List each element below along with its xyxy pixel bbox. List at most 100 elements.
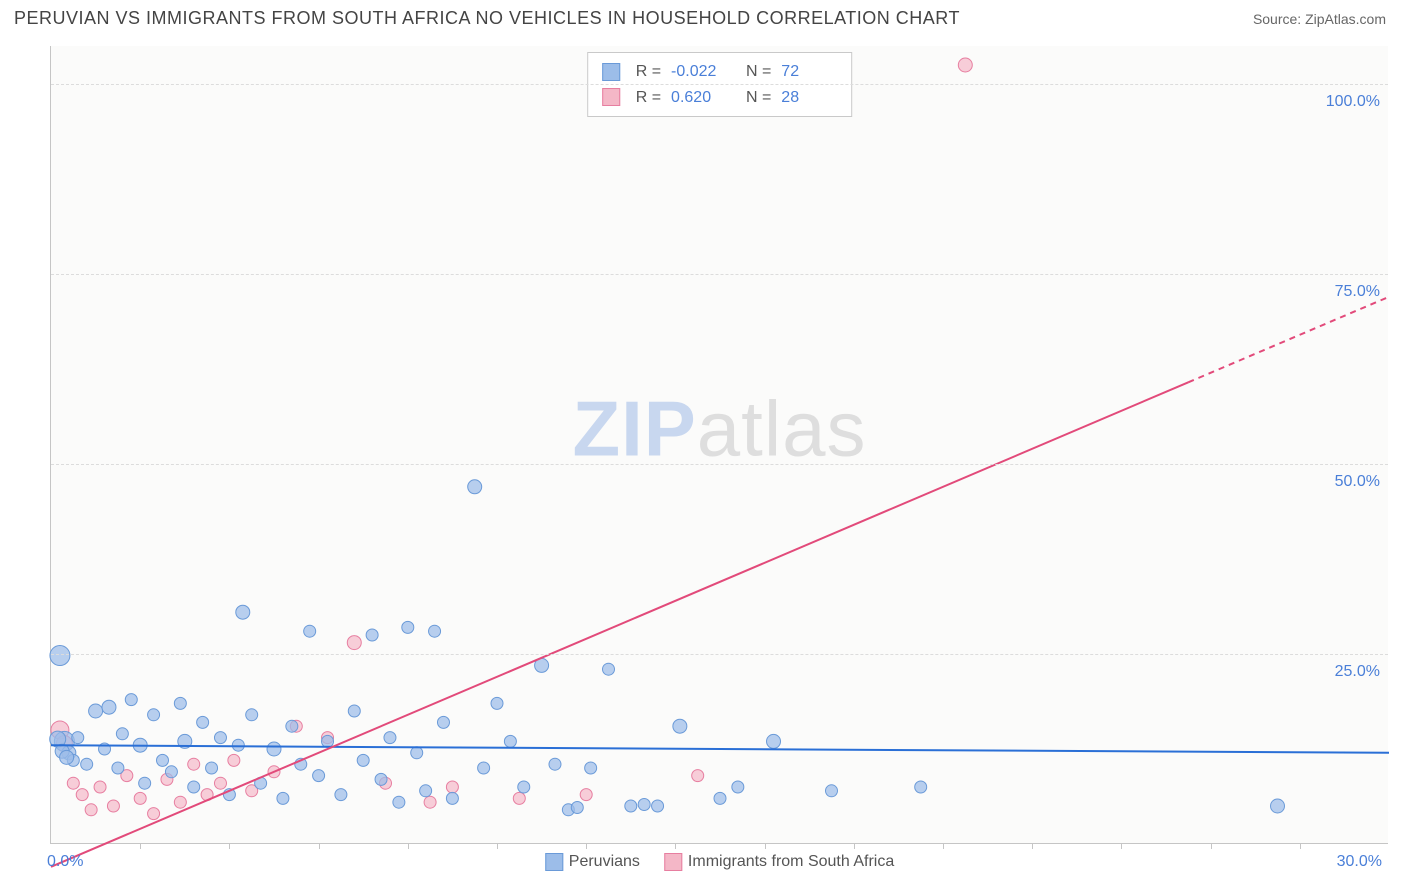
data-point: [102, 700, 116, 714]
data-point: [232, 739, 244, 751]
data-point: [429, 625, 441, 637]
data-point: [366, 629, 378, 641]
data-point: [580, 789, 592, 801]
trend-line: [51, 745, 1389, 753]
data-point: [348, 705, 360, 717]
stat-r-value: 0.620: [671, 85, 727, 111]
data-point: [50, 646, 70, 666]
data-point: [125, 694, 137, 706]
data-point: [246, 709, 258, 721]
stat-n-value: 28: [781, 85, 837, 111]
stat-n-label: N =: [737, 85, 771, 111]
data-point: [468, 480, 482, 494]
data-point: [89, 704, 103, 718]
x-tick: [854, 843, 855, 849]
legend-item: Peruvians: [545, 853, 640, 871]
data-point: [491, 697, 503, 709]
data-point: [692, 770, 704, 782]
data-point: [1271, 799, 1285, 813]
x-tick: [1300, 843, 1301, 849]
data-point: [107, 800, 119, 812]
data-point: [139, 777, 151, 789]
x-tick: [319, 843, 320, 849]
data-point: [673, 719, 687, 733]
data-point: [304, 625, 316, 637]
chart-source: Source: ZipAtlas.com: [1253, 11, 1386, 27]
data-point: [206, 762, 218, 774]
data-point: [267, 742, 281, 756]
x-tick: [229, 843, 230, 849]
data-point: [714, 792, 726, 804]
data-point: [134, 792, 146, 804]
chart-plot-area: ZIPatlas R = -0.022 N = 72R = 0.620 N = …: [50, 46, 1388, 844]
x-axis-min-label: 0.0%: [47, 853, 83, 871]
data-point: [915, 781, 927, 793]
data-point: [60, 750, 74, 764]
stats-row: R = 0.620 N = 28: [602, 85, 838, 111]
gridline: [51, 464, 1388, 465]
data-point: [767, 734, 781, 748]
legend-swatch: [664, 853, 682, 871]
x-tick: [1032, 843, 1033, 849]
stat-r-value: -0.022: [671, 59, 727, 85]
gridline: [51, 84, 1388, 85]
data-point: [652, 800, 664, 812]
data-point: [76, 789, 88, 801]
series-legend: Peruvians Immigrants from South Africa: [545, 853, 894, 871]
data-point: [420, 785, 432, 797]
data-point: [478, 762, 490, 774]
stat-n-label: N =: [737, 59, 771, 85]
trend-line: [51, 382, 1188, 867]
data-point: [638, 798, 650, 810]
data-point: [72, 732, 84, 744]
data-point: [81, 758, 93, 770]
data-point: [424, 796, 436, 808]
legend-label: Immigrants from South Africa: [688, 853, 894, 870]
x-axis-max-label: 30.0%: [1337, 853, 1382, 871]
x-tick: [497, 843, 498, 849]
chart-title: PERUVIAN VS IMMIGRANTS FROM SOUTH AFRICA…: [14, 8, 960, 29]
data-point: [85, 804, 97, 816]
data-point: [197, 716, 209, 728]
x-tick: [1211, 843, 1212, 849]
data-point: [549, 758, 561, 770]
data-point: [112, 762, 124, 774]
legend-swatch: [602, 88, 620, 106]
data-point: [157, 754, 169, 766]
x-tick: [408, 843, 409, 849]
data-point: [518, 781, 530, 793]
data-point: [148, 808, 160, 820]
y-tick-label: 25.0%: [1335, 663, 1380, 681]
data-point: [826, 785, 838, 797]
gridline: [51, 274, 1388, 275]
x-tick: [943, 843, 944, 849]
data-point: [446, 781, 458, 793]
data-point: [732, 781, 744, 793]
data-point: [174, 796, 186, 808]
data-point: [188, 781, 200, 793]
data-point: [513, 792, 525, 804]
chart-header: PERUVIAN VS IMMIGRANTS FROM SOUTH AFRICA…: [0, 0, 1406, 33]
y-tick-label: 50.0%: [1335, 473, 1380, 491]
data-point: [148, 709, 160, 721]
data-point: [625, 800, 637, 812]
data-point: [174, 697, 186, 709]
data-point: [446, 792, 458, 804]
data-point: [67, 777, 79, 789]
data-point: [504, 735, 516, 747]
x-tick: [586, 843, 587, 849]
data-point: [313, 770, 325, 782]
data-point: [94, 781, 106, 793]
data-point: [571, 802, 583, 814]
data-point: [402, 621, 414, 633]
y-tick-label: 100.0%: [1326, 93, 1380, 111]
plot-svg: [51, 46, 1388, 843]
data-point: [437, 716, 449, 728]
legend-swatch: [545, 853, 563, 871]
data-point: [277, 792, 289, 804]
data-point: [286, 720, 298, 732]
data-point: [165, 766, 177, 778]
data-point: [393, 796, 405, 808]
legend-swatch: [602, 63, 620, 81]
gridline: [51, 654, 1388, 655]
